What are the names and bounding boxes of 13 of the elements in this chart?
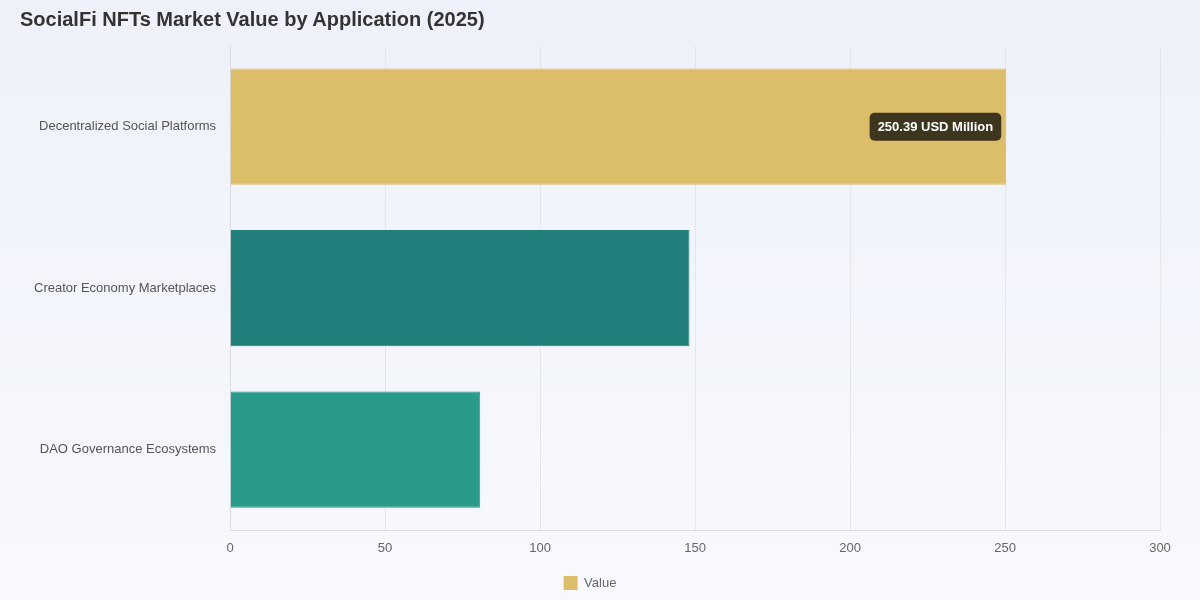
x-tick-label: 150 bbox=[684, 539, 706, 555]
chart-title: SocialFi NFTs Market Value by Application (2025) bbox=[20, 7, 485, 30]
y-tick-label: Creator Economy Marketplaces bbox=[33, 279, 217, 295]
x-tick-label: 0 bbox=[226, 539, 234, 555]
x-tick-label: 50 bbox=[377, 539, 393, 555]
x-tick-label: 200 bbox=[839, 539, 861, 555]
annotation: 250.39 USD Million bbox=[877, 119, 994, 135]
y-tick-label: Decentralized Social Platforms bbox=[39, 118, 217, 134]
legend-label: Value bbox=[584, 574, 617, 590]
y-tick-label: DAO Governance Ecosystems bbox=[39, 441, 217, 457]
x-tick-label: 250 bbox=[994, 539, 1016, 555]
x-tick-label: 300 bbox=[1149, 539, 1171, 555]
x-tick-label: 100 bbox=[529, 539, 551, 555]
